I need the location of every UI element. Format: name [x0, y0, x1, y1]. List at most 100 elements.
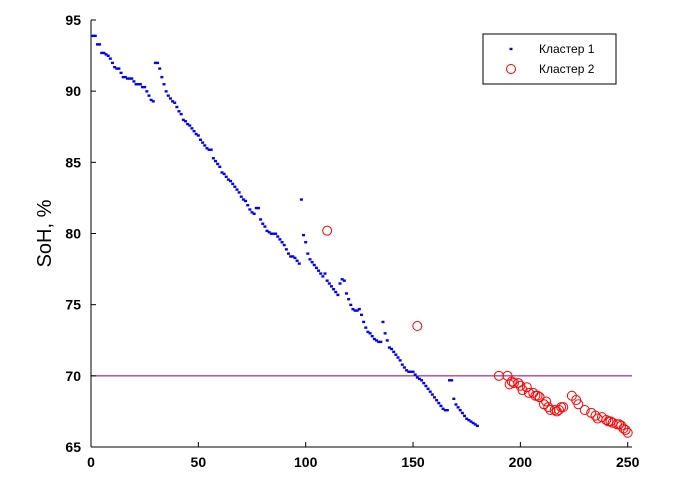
data-point-cluster-1: [422, 381, 426, 385]
data-point-cluster-1: [306, 252, 310, 255]
data-point-cluster-1: [456, 406, 460, 409]
data-point-cluster-1: [233, 185, 237, 188]
data-point-cluster-1: [156, 61, 160, 65]
data-point-cluster-1: [280, 241, 284, 244]
data-point-cluster-1: [151, 100, 155, 103]
data-point-cluster-1: [224, 175, 228, 178]
data-point-cluster-2: [532, 390, 543, 401]
data-point-cluster-1: [138, 83, 142, 86]
x-tick-label: 100: [294, 454, 318, 470]
data-point-cluster-1: [254, 206, 258, 210]
data-point-cluster-1: [168, 97, 172, 100]
data-point-cluster-1: [149, 98, 153, 102]
data-point-cluster-1: [276, 235, 280, 238]
data-point-cluster-1: [445, 408, 449, 412]
data-point-cluster-1: [113, 65, 117, 69]
data-point-cluster-1: [196, 134, 200, 137]
data-point-cluster-1: [104, 53, 108, 56]
data-point-cluster-1: [383, 332, 387, 335]
data-point-cluster-1: [222, 172, 226, 176]
data-point-cluster-1: [450, 379, 454, 382]
data-point-cluster-1: [256, 206, 260, 210]
data-point-cluster-1: [392, 350, 396, 354]
data-point-cluster-1: [377, 340, 381, 344]
data-point-cluster-1: [360, 313, 363, 317]
data-point-cluster-1: [351, 307, 355, 311]
data-point-cluster-1: [394, 353, 398, 356]
x-tick-label: 250: [616, 454, 640, 470]
data-point-cluster-2: [622, 427, 633, 438]
data-point-cluster-2: [521, 382, 532, 393]
data-point-cluster-1: [263, 225, 267, 228]
data-point-cluster-1: [443, 408, 447, 412]
data-point-cluster-1: [143, 85, 147, 89]
data-point-cluster-1: [171, 100, 175, 103]
data-point-cluster-1: [347, 297, 351, 301]
data-point-cluster-2: [541, 396, 552, 407]
data-point-cluster-1: [400, 363, 404, 366]
legend-box: [482, 33, 617, 85]
data-point-cluster-1: [218, 165, 222, 169]
data-point-cluster-1: [125, 77, 129, 80]
data-point-cluster-1: [274, 232, 278, 235]
data-point-cluster-1: [117, 67, 121, 70]
data-point-cluster-1: [100, 51, 104, 55]
data-point-cluster-1: [188, 124, 192, 127]
data-point-cluster-1: [385, 339, 389, 342]
data-point-cluster-1: [463, 414, 467, 418]
data-point-cluster-1: [368, 332, 372, 335]
data-point-cluster-1: [175, 105, 179, 109]
data-point-cluster-1: [128, 77, 132, 80]
data-point-cluster-1: [271, 232, 275, 235]
data-point-cluster-1: [246, 204, 250, 207]
data-point-cluster-1: [110, 61, 114, 65]
series-1: [91, 34, 479, 428]
data-point-cluster-1: [402, 366, 406, 369]
data-point-cluster-1: [95, 43, 99, 46]
data-point-cluster-1: [372, 337, 376, 341]
data-point-cluster-1: [398, 359, 402, 362]
data-point-cluster-1: [467, 418, 471, 422]
data-point-cluster-1: [293, 256, 297, 260]
data-point-cluster-2: [508, 377, 519, 388]
data-point-cluster-1: [390, 347, 394, 351]
data-point-cluster-1: [267, 231, 271, 234]
data-point-cluster-1: [119, 71, 123, 75]
data-point-cluster-1: [362, 320, 366, 324]
data-point-cluster-1: [312, 263, 316, 267]
data-point-cluster-1: [102, 51, 106, 55]
legend-label: Кластер 2: [539, 62, 595, 76]
data-point-cluster-1: [211, 157, 215, 160]
data-point-cluster-1: [250, 211, 254, 214]
data-point-cluster-1: [338, 282, 342, 285]
data-point-cluster-1: [145, 90, 149, 93]
data-point-cluster-1: [192, 130, 196, 133]
data-point-cluster-1: [323, 272, 327, 275]
data-point-cluster-1: [405, 369, 409, 372]
data-point-cluster-1: [203, 144, 207, 147]
data-point-cluster-1: [396, 356, 400, 359]
data-point-cluster-1: [269, 232, 273, 235]
data-point-cluster-1: [334, 290, 338, 294]
data-point-cluster-2: [620, 424, 631, 435]
data-point-cluster-1: [220, 171, 224, 174]
legend-marker-cluster-1: [509, 47, 513, 51]
data-point-cluster-1: [329, 285, 333, 288]
data-point-cluster-1: [123, 75, 127, 79]
data-point-cluster-1: [173, 101, 177, 104]
data-point-cluster-1: [325, 279, 329, 282]
legend: Кластер 1 Кластер 2: [482, 33, 617, 85]
data-point-cluster-1: [162, 83, 166, 86]
data-point-cluster-1: [181, 118, 185, 122]
data-point-cluster-1: [344, 292, 348, 295]
data-point-cluster-1: [141, 85, 145, 89]
data-point-cluster-1: [259, 218, 263, 221]
data-point-cluster-1: [158, 67, 162, 70]
data-point-cluster-1: [299, 198, 303, 201]
y-tick-label: 75: [65, 297, 81, 313]
data-point-cluster-1: [435, 399, 439, 402]
data-point-cluster-1: [355, 309, 359, 312]
data-point-cluster-1: [231, 182, 235, 186]
data-point-cluster-1: [287, 252, 291, 255]
data-point-cluster-1: [381, 320, 385, 324]
